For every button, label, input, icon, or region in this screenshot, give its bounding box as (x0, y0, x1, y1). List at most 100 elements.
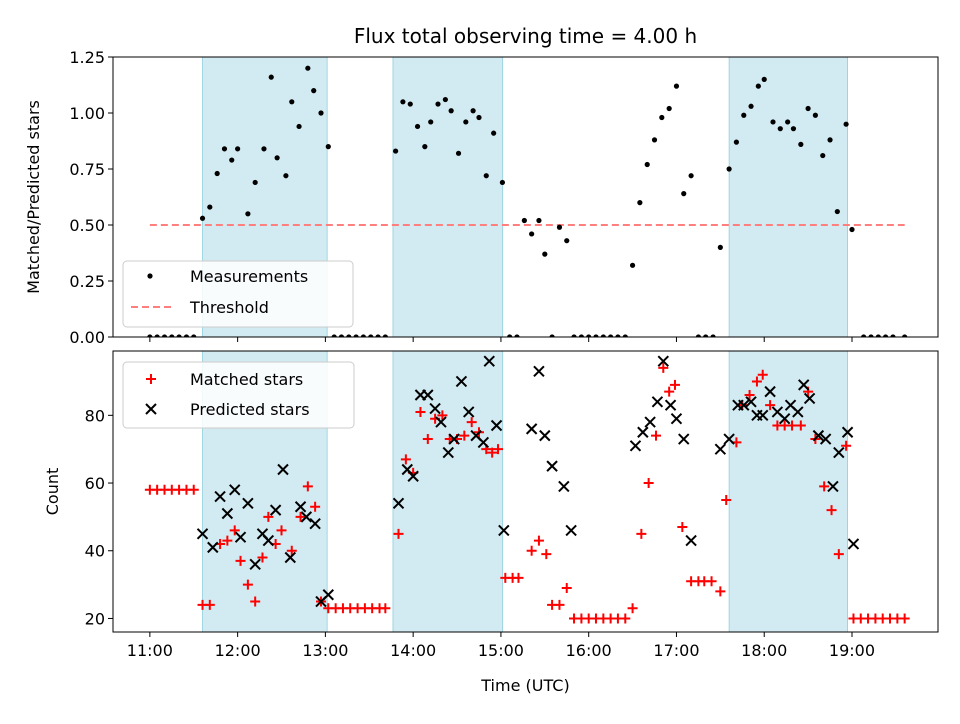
measurement-point (400, 99, 406, 105)
panel1-shaded-interval (728, 56, 849, 338)
predicted-stars-point (714, 443, 727, 455)
measurement-point (741, 112, 747, 118)
measurement-point (529, 231, 535, 237)
matched-stars-point (466, 417, 477, 428)
predicted-stars-point (812, 429, 825, 442)
legend-box-top (122, 260, 354, 328)
matched-stars-point (222, 535, 233, 546)
predicted-stars-point (657, 355, 670, 367)
predicted-stars-point (803, 392, 816, 405)
predicted-stars-point (483, 355, 495, 367)
measurement-point (442, 96, 448, 103)
predicted-stars-point (678, 433, 690, 445)
measurement-point (726, 166, 732, 172)
legend-matched-label: Matched stars (190, 370, 303, 389)
panel1-ytick-label: 0.00 (69, 328, 105, 347)
panel1-ytick-label: 0.50 (69, 216, 105, 235)
measurement-point (868, 334, 874, 337)
panel2-xtick-label: 13:00 (302, 641, 348, 660)
predicted-stars-point (455, 375, 468, 388)
measurement-point (666, 105, 672, 112)
measurement-point (382, 334, 388, 337)
measurement-point (353, 334, 359, 337)
measurement-point (651, 137, 658, 143)
measurement-point (600, 334, 606, 337)
measurement-point (629, 262, 636, 268)
measurement-point (805, 105, 811, 112)
measurement-point (681, 191, 687, 197)
predicted-stars-point (539, 429, 551, 442)
predicted-stars-point (448, 433, 460, 445)
panel2-shaded-interval (392, 350, 504, 633)
measurement-point (252, 179, 258, 186)
predicted-stars-point (490, 419, 503, 432)
measurement-point (221, 146, 228, 152)
panel2-xtick-label: 18:00 (741, 641, 787, 660)
predicted-stars-point (435, 416, 447, 428)
matched-stars-point (437, 410, 448, 421)
predicted-stars-point (463, 406, 475, 418)
measurement-point (755, 83, 761, 89)
measurement-point (703, 334, 709, 337)
measurement-point (777, 126, 783, 132)
measurement-point (507, 334, 513, 337)
matched-stars-point (286, 545, 297, 556)
predicted-stars-point (841, 426, 854, 438)
measurement-point (470, 108, 476, 114)
panel2-xtick-label: 17:00 (653, 641, 699, 660)
measurement-point (514, 334, 520, 337)
measurement-point (463, 119, 469, 125)
measurement-point (318, 110, 324, 116)
predicted-stars-point (745, 396, 757, 408)
matched-stars-point (526, 545, 537, 556)
predicted-stars-point (207, 541, 219, 554)
matched-stars-point (819, 481, 830, 492)
measurement-point (191, 334, 197, 337)
matched-stars-point (561, 582, 572, 593)
predicted-stars-point (429, 402, 441, 415)
measurement-point (283, 173, 289, 179)
legend-box-bottom (122, 361, 355, 429)
measurement-point (875, 334, 881, 337)
predicted-stars-point (221, 507, 234, 520)
panel2-xtick-label: 12:00 (215, 641, 261, 660)
measurement-point (325, 144, 331, 150)
matched-stars-point (787, 420, 798, 431)
predicted-stars-point (533, 365, 545, 378)
measurement-point (338, 334, 345, 337)
measurement-point (549, 334, 555, 337)
measurement-point (710, 334, 716, 337)
matched-stars-point (744, 390, 755, 401)
matched-stars-point (393, 528, 404, 539)
matched-stars-point (833, 549, 844, 560)
measurement-point (883, 334, 889, 337)
measurement-point (346, 334, 352, 337)
panel1-plot-area (147, 65, 908, 337)
measurement-point (229, 157, 235, 163)
measurement-point (393, 148, 399, 154)
measurement-point (556, 224, 563, 230)
chart-title: Flux total observing time = 4.00 h (354, 24, 697, 48)
predicted-stars-point (294, 501, 307, 513)
predicted-stars-point (778, 413, 791, 425)
matched-stars-point (643, 478, 654, 489)
matched-stars-point (250, 596, 261, 607)
measurement-point (491, 130, 497, 136)
matched-stars-point (204, 599, 215, 610)
matched-stars-point (276, 525, 287, 536)
predicted-stars-point (442, 446, 454, 459)
matched-stars-point (302, 481, 313, 492)
panel1-ytick-label: 0.25 (69, 272, 105, 291)
measurement-point (849, 226, 855, 233)
matched-stars-point (677, 522, 688, 533)
predicted-stars-point (242, 497, 254, 510)
predicted-stars-point (651, 396, 664, 408)
predicted-stars-point (629, 440, 642, 452)
measurement-point (176, 334, 182, 337)
measurement-point (414, 123, 421, 130)
predicted-stars-point (558, 480, 570, 493)
predicted-stars-point (422, 389, 434, 401)
predicted-stars-point (833, 446, 845, 459)
predicted-stars-point (546, 460, 558, 472)
